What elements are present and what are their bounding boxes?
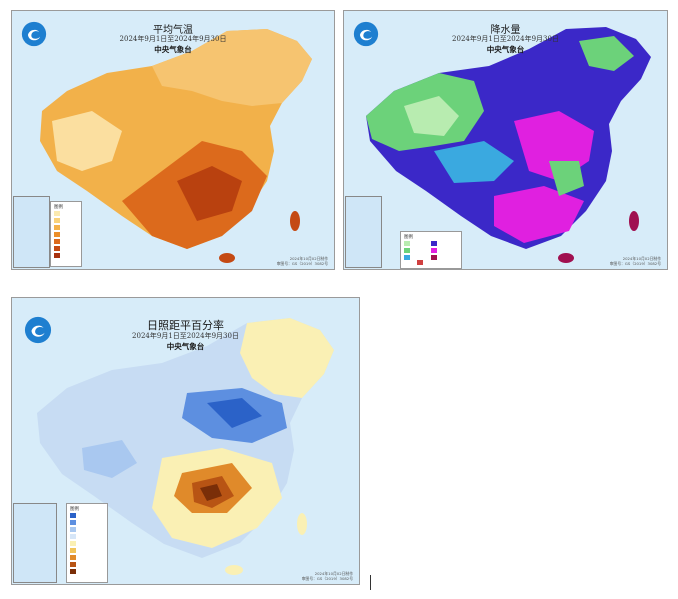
precipitation-map-panel: 降水量 2024年9月1日至2024年9月30日 中央气象台 图例 2024年1…: [343, 10, 668, 270]
map-title: 日照距平百分率: [147, 319, 224, 332]
legend-swatch: [54, 232, 60, 237]
legend-swatch: [70, 541, 76, 546]
legend-swatch: [54, 225, 60, 230]
legend-title: 图例: [404, 235, 413, 240]
map-legend: 图例: [400, 231, 462, 269]
legend-swatch: [404, 255, 410, 260]
legend-swatch: [54, 218, 60, 223]
map-date-range: 2024年9月1日至2024年9月30日: [132, 332, 239, 340]
temperature-map: [12, 11, 334, 269]
legend-swatch: [404, 248, 410, 253]
south-china-sea-inset: [13, 503, 57, 583]
legend-swatch: [70, 555, 76, 560]
precipitation-map: [344, 11, 667, 269]
cma-logo-icon: [353, 21, 379, 47]
map-date-range: 2024年9月1日至2024年9月30日: [119, 35, 227, 43]
legend-swatch: [54, 253, 60, 258]
map-date-range: 2024年9月1日至2024年9月30日: [452, 35, 559, 43]
map-organization: 中央气象台: [154, 45, 192, 54]
temperature-map-panel: 平均气温 2024年9月1日至2024年9月30日 中央气象台 图例 2024年…: [11, 10, 335, 270]
cma-logo-icon: [24, 316, 52, 344]
legend-swatch: [70, 534, 76, 539]
legend-swatch: [431, 241, 437, 246]
footer-line: 2024年10月02日制作: [622, 256, 661, 261]
map-organization: 中央气象台: [486, 45, 525, 54]
map-footer: 2024年10月02日制作 审图号：GS（2019）3082号: [302, 571, 353, 581]
legend-swatch: [70, 562, 76, 567]
sunshine-anomaly-map-panel: 日照距平百分率 2024年9月1日至2024年9月30日 中央气象台 图例 20…: [11, 297, 360, 585]
legend-title: 图例: [54, 205, 63, 210]
map-title: 平均气温: [153, 25, 193, 36]
legend-swatch: [417, 260, 423, 265]
map-title: 降水量: [490, 25, 521, 36]
legend-swatch: [404, 241, 410, 246]
cma-logo-icon: [21, 21, 47, 47]
legend-swatch: [54, 239, 60, 244]
map-organization: 中央气象台: [166, 342, 205, 351]
legend-swatch: [70, 520, 76, 525]
legend-swatch: [70, 513, 76, 518]
legend-swatch: [431, 255, 437, 260]
footer-line: 2024年10月02日制作: [314, 571, 353, 576]
sunshine-anomaly-map: [12, 298, 359, 584]
footer-line: 2024年10月02日制作: [289, 256, 328, 261]
legend-swatch: [70, 527, 76, 532]
legend-title: 图例: [70, 507, 79, 512]
legend-swatch: [54, 211, 60, 216]
south-china-sea-inset: [345, 196, 382, 268]
map-footer: 2024年10月02日制作 审图号：GS（2019）3082号: [277, 256, 328, 266]
text-cursor: [370, 575, 371, 590]
map-footer: 2024年10月02日制作 审图号：GS（2019）3082号: [610, 256, 661, 266]
legend-swatch: [54, 246, 60, 251]
footer-line: 审图号：GS（2019）3082号: [276, 261, 328, 266]
footer-line: 审图号：GS（2019）3082号: [609, 261, 661, 266]
south-china-sea-inset: [13, 196, 50, 268]
map-legend: 图例: [50, 201, 82, 267]
legend-swatch: [70, 548, 76, 553]
legend-swatch: [70, 569, 76, 574]
map-legend: 图例: [66, 503, 108, 583]
footer-line: 审图号：GS（2019）3082号: [301, 576, 353, 581]
legend-swatch: [431, 248, 437, 253]
